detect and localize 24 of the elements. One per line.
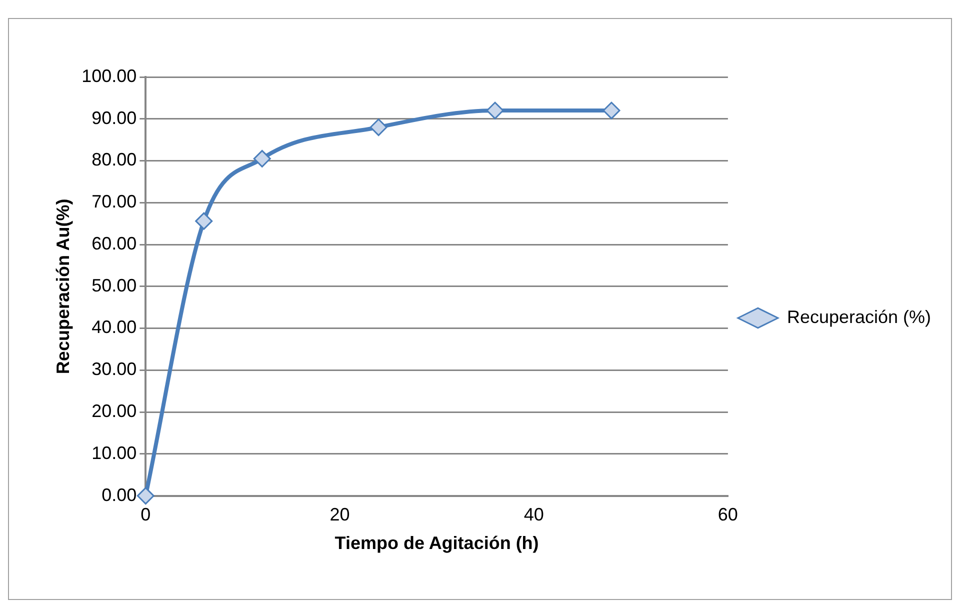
y-tick-label: 50.00: [92, 275, 137, 296]
y-tick-label: 20.00: [92, 401, 137, 422]
legend-label: Recuperación (%): [786, 306, 931, 327]
y-tick-label: 0.00: [102, 484, 137, 505]
y-tick-label: 80.00: [92, 150, 137, 170]
x-tick-label: 0: [140, 504, 151, 525]
point: [253, 150, 271, 168]
x-tick-label: 40: [524, 504, 544, 525]
point: [370, 118, 388, 136]
y-tick-label: 70.00: [92, 192, 137, 212]
y-axis-title: Recuperación Au(%): [52, 198, 73, 374]
x-tick-label: 60: [718, 504, 738, 525]
point: [136, 487, 154, 505]
y-tick-label: 100.00: [82, 66, 137, 86]
y-tick-label: 90.00: [92, 108, 137, 128]
x-axis-title: Tiempo de Agitación (h): [334, 533, 539, 554]
y-tick-label: 60.00: [92, 233, 137, 254]
point: [195, 212, 213, 230]
y-tick-label: 30.00: [92, 359, 137, 380]
x-tick-label: 20: [330, 504, 350, 525]
y-tick-label: 10.00: [92, 442, 137, 463]
point: [602, 102, 620, 120]
point: [486, 102, 504, 120]
y-tick-label: 40.00: [92, 317, 137, 338]
